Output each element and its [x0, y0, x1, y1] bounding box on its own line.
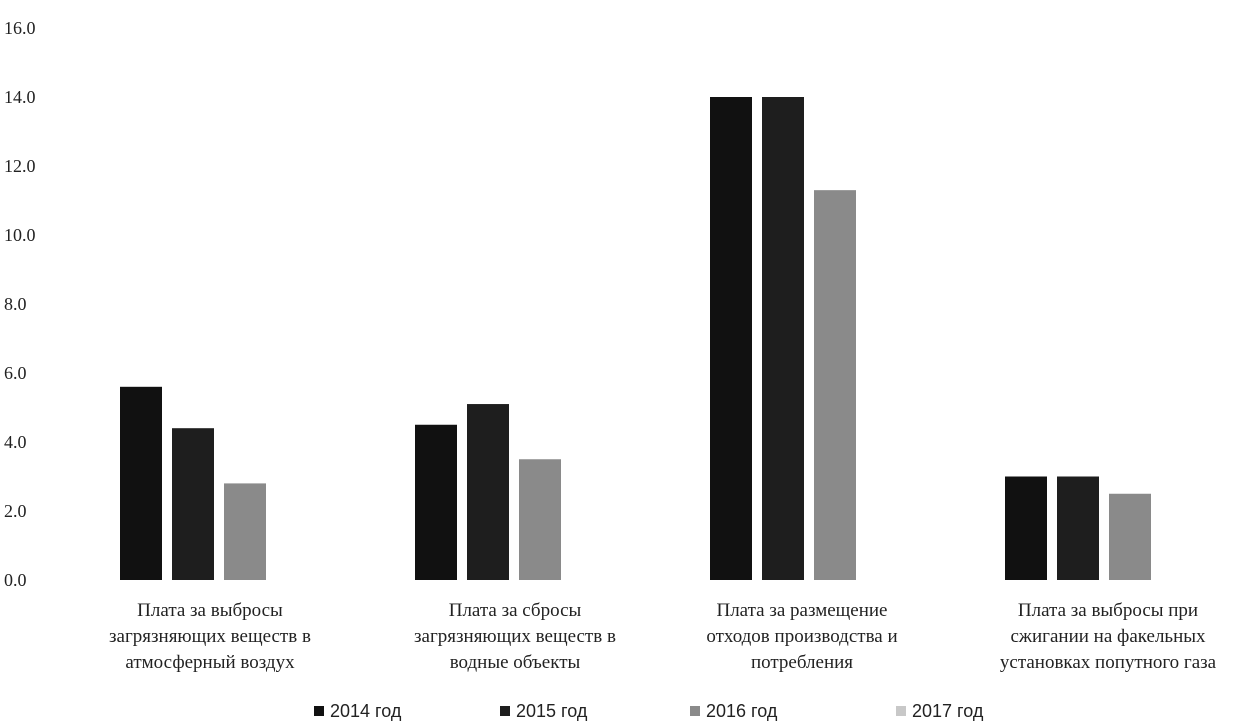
legend-swatch	[896, 706, 906, 716]
y-tick-label: 4.0	[4, 432, 27, 452]
bar-2014-год-3	[1005, 476, 1047, 580]
y-tick-label: 12.0	[4, 156, 36, 176]
bar-2015-год-0	[172, 428, 214, 580]
category-label: Плата за выбросы при	[1018, 600, 1198, 621]
category-label: загрязняющих веществ в	[109, 626, 311, 647]
bar-2015-год-2	[762, 97, 804, 580]
category-label: загрязняющих веществ в	[414, 626, 616, 647]
legend-swatch	[690, 706, 700, 716]
legend-label: 2016 год	[706, 701, 778, 721]
bar-2014-год-0	[120, 386, 162, 580]
bar-2015-год-3	[1057, 476, 1099, 580]
category-label: сжигании на факельных	[1010, 626, 1206, 647]
y-tick-label: 16.0	[4, 18, 36, 38]
y-tick-label: 10.0	[4, 225, 36, 245]
category-label: потребления	[751, 652, 853, 673]
legend-swatch	[500, 706, 510, 716]
y-tick-label: 6.0	[4, 363, 27, 383]
bar-2016-год-2	[814, 190, 856, 580]
category-label: Плата за размещение	[716, 600, 887, 621]
bar-2016-год-1	[519, 459, 561, 580]
y-tick-label: 8.0	[4, 294, 27, 314]
bar-2016-год-3	[1109, 493, 1151, 580]
bar-2014-год-2	[710, 97, 752, 580]
bar-2016-год-0	[224, 483, 266, 580]
category-label: установках попутного газа	[1000, 652, 1217, 673]
legend-label: 2017 год	[912, 701, 984, 721]
legend-swatch	[314, 706, 324, 716]
category-label: атмосферный воздух	[125, 652, 295, 673]
category-label: Плата за выбросы	[137, 600, 283, 621]
bar-2015-год-1	[467, 404, 509, 580]
legend-label: 2014 год	[330, 701, 402, 721]
category-label: Плата за сбросы	[449, 600, 582, 621]
legend-label: 2015 год	[516, 701, 588, 721]
category-label: водные объекты	[450, 652, 581, 673]
y-tick-label: 14.0	[4, 87, 36, 107]
y-tick-label: 0.0	[4, 570, 27, 590]
category-label: отходов производства и	[706, 626, 897, 647]
bar-2014-год-1	[415, 424, 457, 580]
y-tick-label: 2.0	[4, 501, 27, 521]
